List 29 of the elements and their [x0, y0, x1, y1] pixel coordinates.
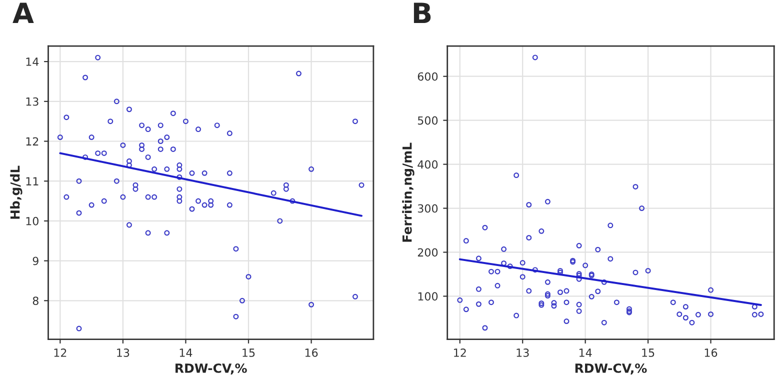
x-tick-label: 16 — [704, 348, 718, 357]
y-tick-label: 10 — [26, 216, 38, 226]
y-tick-label: 300 — [418, 204, 438, 213]
x-tick-label: 13 — [117, 348, 130, 357]
x-tick-label: 14 — [579, 348, 592, 357]
y-tick-label: 14 — [26, 58, 39, 66]
x-tick-label: 15 — [242, 348, 255, 357]
y-tick-label: 600 — [418, 72, 438, 81]
y-tick-label: 400 — [418, 160, 438, 169]
y-tick-label: 12 — [26, 137, 38, 146]
x-tick-label: 12 — [54, 348, 66, 357]
x-tick-label: 13 — [516, 348, 529, 357]
y-tick-label: 11 — [26, 177, 38, 186]
y-axis-title: Hb,g/dL — [10, 166, 22, 219]
x-tick-label: 15 — [642, 348, 654, 357]
chart-title: A — [12, 2, 34, 24]
y-tick-label: 8 — [32, 296, 38, 306]
x-tick-label: 16 — [305, 348, 318, 357]
chart-title: B — [414, 2, 431, 24]
y-tick-label: 100 — [418, 292, 438, 301]
y-tick-label: 500 — [418, 116, 438, 125]
y-tick-label: 13 — [26, 97, 38, 106]
y-tick-label: 9 — [32, 256, 38, 266]
x-axis-title: RDW-CV,% — [575, 363, 647, 375]
y-axis-title: Ferritin,ng/mL — [402, 142, 414, 242]
x-tick-label: 12 — [454, 348, 466, 357]
y-tick-label: 200 — [418, 248, 438, 257]
x-tick-label: 14 — [180, 348, 192, 357]
x-axis-title: RDW-CV,% — [176, 363, 247, 375]
